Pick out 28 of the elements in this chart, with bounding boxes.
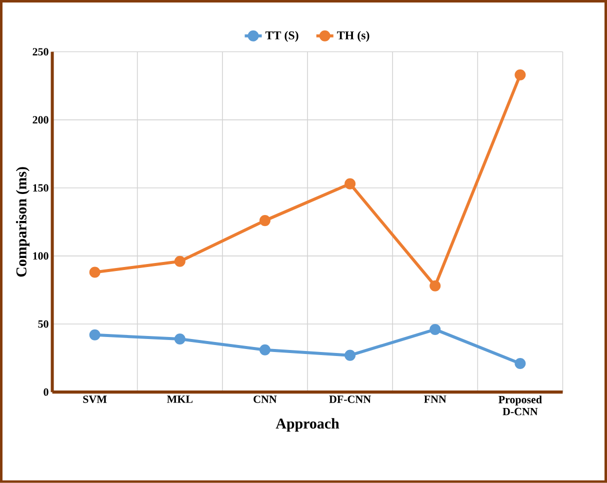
point	[514, 358, 526, 370]
point	[514, 69, 526, 80]
x-tick-label: FNN	[424, 396, 446, 403]
point	[89, 329, 100, 340]
y-tick-label: 150	[33, 184, 48, 192]
point	[259, 344, 270, 356]
y-tick-label: 0	[44, 388, 48, 396]
point	[174, 334, 186, 345]
x-tick-label: SVM	[83, 396, 107, 404]
point	[174, 256, 186, 267]
point	[89, 266, 100, 278]
point	[259, 215, 270, 226]
y-tick-label: 50	[38, 320, 48, 328]
x-tick-label: Proposed D-CNN	[498, 396, 542, 416]
x-axis-title: Approach	[276, 418, 340, 432]
x-tick-label: DF-CNN	[329, 396, 371, 404]
point	[430, 324, 441, 336]
y-axis-title: Comparison (ms)	[16, 167, 30, 277]
y-tick-label: 250	[32, 48, 48, 56]
legend-label: TH (s)	[337, 31, 370, 42]
x-tick-label: CNN	[254, 396, 277, 404]
x-tick-label: MKL	[166, 396, 193, 403]
y-tick-label: 100	[33, 252, 48, 260]
y-tick-label: 200	[32, 116, 48, 124]
point	[344, 350, 356, 361]
point	[430, 280, 441, 292]
point	[344, 178, 356, 190]
legend-label: TT (S)	[265, 31, 298, 42]
